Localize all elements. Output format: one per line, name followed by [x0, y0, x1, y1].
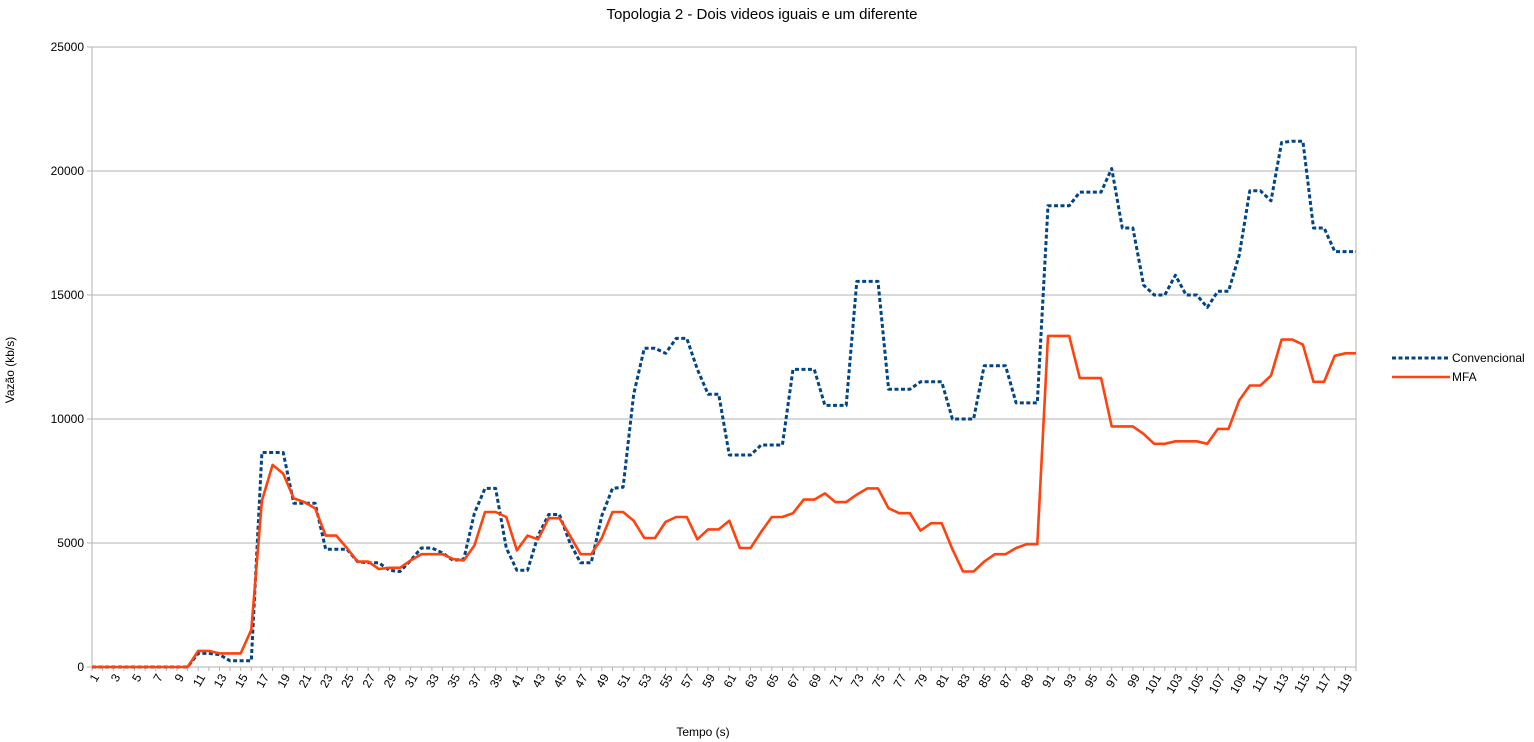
- x-tick-label: 11: [190, 671, 209, 689]
- x-axis-label: Tempo (s): [676, 725, 729, 739]
- x-tick-label: 53: [636, 671, 655, 690]
- x-tick-label: 5: [129, 671, 145, 684]
- x-tick-label: 57: [678, 671, 697, 690]
- x-tick-label: 95: [1082, 671, 1101, 690]
- y-axis: 0 5000 10000 15000 20000 25000: [51, 40, 92, 674]
- x-tick-label: 51: [614, 671, 633, 690]
- y-axis-label: Vazão (kb/s): [3, 337, 17, 403]
- gridlines: [92, 46, 1356, 668]
- x-tick-label: 61: [721, 671, 740, 690]
- x-tick-label: 41: [508, 671, 527, 690]
- x-axis: 1 3 5 7 9 11 13 15 17 19 21 23 25 27 29 31 33 35 37 39 41 43 4…: [87, 667, 1357, 696]
- x-tick-label: 9: [172, 671, 188, 684]
- series-line-convencional: [92, 139, 1356, 669]
- x-tick-label: 73: [848, 671, 867, 690]
- x-tick-label: 117: [1313, 671, 1335, 695]
- x-tick-label: 97: [1103, 671, 1122, 690]
- x-tick-label: 75: [869, 671, 888, 690]
- y-tick-label: 20000: [51, 164, 85, 178]
- series-line-mfa: [92, 334, 1356, 669]
- x-tick-label: 87: [997, 671, 1016, 690]
- x-tick-label: 27: [359, 671, 378, 690]
- x-tick-label: 59: [699, 671, 718, 690]
- x-tick-label: 111: [1249, 671, 1270, 694]
- x-tick-label: 15: [232, 671, 251, 690]
- x-tick-label: 69: [806, 671, 825, 690]
- legend: Convencional MFA: [1392, 351, 1525, 384]
- x-tick-label: 63: [742, 671, 761, 690]
- x-tick-label: 55: [657, 671, 676, 690]
- x-tick-label: 67: [784, 671, 803, 690]
- x-tick-label: 83: [954, 671, 973, 690]
- legend-label-convencional: Convencional: [1452, 351, 1525, 365]
- x-tick-label: 21: [296, 671, 315, 690]
- x-tick-label: 65: [763, 671, 782, 690]
- x-tick-label: 103: [1163, 671, 1185, 696]
- y-tick-label: 5000: [57, 536, 84, 550]
- x-tick-label: 35: [444, 671, 463, 690]
- y-tick-label: 15000: [51, 288, 85, 302]
- x-tick-label: 105: [1185, 671, 1207, 696]
- x-tick-label: 107: [1206, 671, 1228, 696]
- y-tick-label: 25000: [51, 40, 85, 54]
- x-tick-label: 37: [466, 671, 485, 690]
- x-tick-label: 79: [912, 671, 931, 690]
- x-tick-label: 31: [402, 671, 421, 690]
- x-tick-label: 77: [891, 671, 910, 690]
- series-layer: [92, 139, 1356, 669]
- x-tick-label: 81: [933, 671, 952, 690]
- x-tick-label: 115: [1291, 671, 1313, 695]
- x-tick-label: 13: [211, 671, 230, 690]
- x-tick-label: 93: [1060, 671, 1079, 690]
- x-tick-label: 19: [274, 671, 293, 690]
- x-tick-label: 89: [1018, 671, 1037, 690]
- x-tick-label: 45: [551, 671, 570, 690]
- x-tick-label: 3: [108, 671, 124, 684]
- y-tick-label: 10000: [51, 412, 85, 426]
- x-tick-label: 39: [487, 671, 506, 690]
- x-tick-label: 49: [593, 671, 612, 690]
- x-tick-label: 71: [827, 671, 846, 690]
- x-tick-label: 17: [253, 671, 272, 690]
- x-tick-label: 47: [572, 671, 591, 690]
- x-tick-label: 7: [150, 671, 166, 684]
- x-tick-label: 99: [1124, 671, 1143, 690]
- plot-area-border: [91, 46, 1357, 668]
- x-tick-label: 109: [1227, 671, 1249, 696]
- x-tick-label: 25: [338, 671, 357, 690]
- x-tick-label: 119: [1334, 671, 1356, 695]
- x-tick-label: 29: [381, 671, 400, 690]
- y-tick-label: 0: [77, 660, 84, 674]
- legend-label-mfa: MFA: [1452, 370, 1477, 384]
- x-tick-label: 33: [423, 671, 442, 690]
- chart-title: Topologia 2 - Dois videos iguais e um di…: [606, 6, 917, 23]
- x-tick-label: 113: [1270, 671, 1292, 695]
- x-tick-label: 101: [1142, 671, 1164, 696]
- x-tick-label: 91: [1039, 671, 1058, 690]
- x-tick-label: 1: [87, 671, 103, 684]
- x-tick-label: 85: [975, 671, 994, 690]
- x-tick-label: 43: [529, 671, 548, 690]
- x-tick-label: 23: [317, 671, 336, 690]
